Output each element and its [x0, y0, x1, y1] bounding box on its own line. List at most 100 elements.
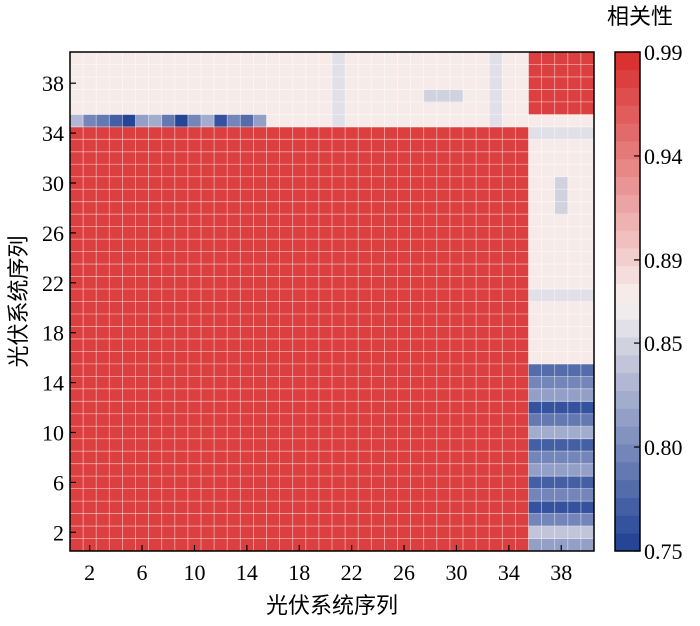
heatmap-cell [515, 214, 529, 227]
heatmap-cell [109, 451, 123, 464]
heatmap-cell [515, 363, 529, 377]
heatmap-cell [384, 426, 398, 440]
heatmap-cell [384, 388, 398, 402]
heatmap-cell [528, 438, 542, 452]
heatmap-cell [279, 538, 293, 552]
heatmap-cell [122, 451, 136, 464]
heatmap-cell [279, 139, 293, 153]
heatmap-cell [161, 189, 176, 202]
heatmap-cell [541, 214, 555, 227]
heatmap-cell [161, 226, 176, 240]
heatmap-cell [410, 363, 424, 377]
heatmap-cell [266, 413, 280, 427]
heatmap-cell [201, 451, 215, 464]
heatmap-cell [214, 388, 228, 402]
heatmap-cell [96, 214, 110, 227]
heatmap-cell [292, 89, 307, 103]
heatmap-cell [332, 264, 346, 277]
heatmap-cell [345, 89, 359, 103]
heatmap-cell [436, 426, 451, 440]
heatmap-cell [122, 176, 136, 190]
heatmap-cell [83, 488, 97, 502]
heatmap-cell [371, 139, 385, 153]
heatmap-cell [240, 201, 254, 215]
heatmap-cell [253, 513, 267, 527]
heatmap-cell [476, 289, 490, 302]
heatmap-cell [240, 476, 254, 489]
heatmap-cell [410, 438, 424, 452]
heatmap-cell [122, 501, 136, 514]
heatmap-cell [423, 388, 438, 402]
heatmap-cell [109, 488, 123, 502]
heatmap-cell [122, 413, 136, 427]
heatmap-cell [332, 363, 346, 377]
y-tick-label: 30 [42, 171, 64, 196]
heatmap-cell [240, 438, 254, 452]
heatmap-cell [318, 114, 333, 128]
heatmap-cell [423, 301, 438, 315]
heatmap-cell [332, 513, 346, 527]
heatmap-cell [384, 126, 398, 140]
heatmap-cell [358, 376, 372, 390]
heatmap-cell [174, 413, 189, 427]
heatmap-cell [358, 226, 372, 240]
heatmap-cell [253, 139, 267, 153]
heatmap-cell [122, 251, 136, 265]
heatmap-cell [371, 488, 385, 502]
heatmap-cell [515, 301, 529, 315]
heatmap-cell [567, 363, 582, 377]
heatmap-cell [70, 126, 84, 140]
heatmap-cell [201, 64, 215, 78]
heatmap-cell [279, 413, 293, 427]
heatmap-cell [70, 376, 84, 390]
heatmap-cell [567, 164, 582, 178]
heatmap-cell [201, 338, 215, 352]
heatmap-cell [279, 76, 293, 90]
heatmap-cell [148, 313, 162, 327]
heatmap-cell [580, 289, 595, 302]
heatmap-cell [476, 76, 490, 90]
heatmap-cell [279, 126, 293, 140]
heatmap-cell [345, 151, 359, 165]
heatmap-cell [161, 276, 176, 290]
heatmap-cell [580, 363, 595, 377]
heatmap-cell [109, 338, 123, 352]
heatmap-cell [567, 476, 582, 489]
heatmap-cell [332, 413, 346, 427]
heatmap-cell [148, 214, 162, 227]
heatmap-cell [214, 326, 228, 340]
heatmap-cell [436, 264, 451, 277]
heatmap-cell [201, 363, 215, 377]
heatmap-cell [96, 201, 110, 215]
heatmap-cell [214, 201, 228, 215]
heatmap-cell [358, 388, 372, 402]
heatmap-cell [489, 76, 503, 90]
heatmap-cell [266, 201, 280, 215]
heatmap-cell [358, 513, 372, 527]
heatmap-cell [227, 538, 241, 552]
heatmap-cell [397, 313, 411, 327]
heatmap-cell [384, 401, 398, 415]
heatmap-cell [384, 264, 398, 277]
heatmap-cell [332, 289, 346, 302]
heatmap-cell [227, 513, 241, 527]
heatmap-cell [148, 276, 162, 290]
heatmap-cell [96, 189, 110, 202]
heatmap-cell [371, 326, 385, 340]
heatmap-cell [410, 214, 424, 227]
heatmap-cell [201, 326, 215, 340]
heatmap-cell [122, 376, 136, 390]
heatmap-cell [174, 226, 189, 240]
heatmap-cell [148, 189, 162, 202]
heatmap-cell [109, 501, 123, 514]
heatmap-cell [96, 363, 110, 377]
heatmap-cell [515, 89, 529, 103]
heatmap-cell [423, 52, 438, 65]
heatmap-cell [449, 538, 464, 552]
heatmap-cell [318, 351, 333, 365]
heatmap-cell [410, 114, 424, 128]
x-tick-label: 6 [137, 560, 148, 585]
heatmap-cell [318, 89, 333, 103]
heatmap-cell [410, 176, 424, 190]
heatmap-cell [266, 426, 280, 440]
